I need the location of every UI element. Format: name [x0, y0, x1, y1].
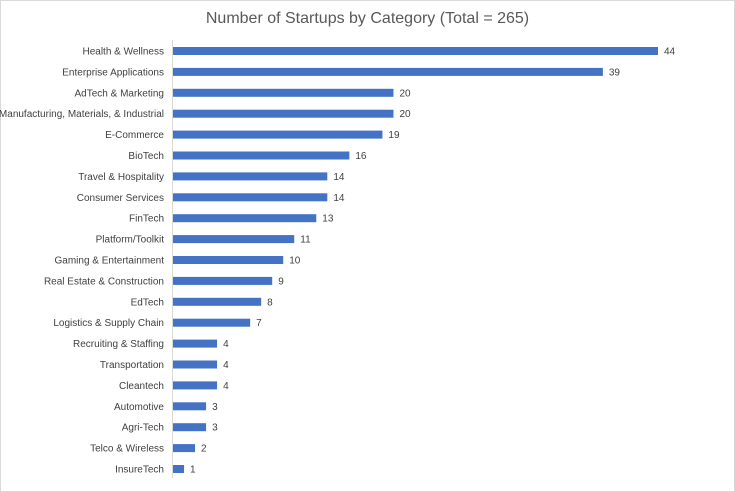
category-label: Telco & Wireless: [90, 444, 164, 455]
data-label: 14: [333, 172, 345, 183]
category-label: Transportation: [100, 360, 164, 371]
data-label: 16: [355, 151, 367, 162]
category-label: Recruiting & Staffing: [73, 339, 164, 350]
category-label: Agri-Tech: [122, 423, 164, 434]
data-label: 20: [399, 109, 411, 120]
category-label: E-Commerce: [105, 130, 164, 141]
bar: [173, 360, 218, 369]
bar: [173, 297, 262, 306]
category-label: Enterprise Applications: [62, 67, 164, 78]
data-label: 19: [388, 130, 400, 141]
data-label: 4: [223, 360, 229, 371]
data-label: 13: [322, 214, 334, 225]
category-label: AdTech & Marketing: [75, 88, 165, 99]
data-label: 11: [300, 235, 311, 246]
data-label: 4: [223, 381, 229, 392]
category-label: BioTech: [128, 151, 164, 162]
bar: [173, 423, 207, 432]
data-label: 14: [333, 193, 345, 204]
category-label: Cleantech: [119, 381, 164, 392]
bar: [173, 151, 350, 160]
category-label: Travel & Hospitality: [78, 172, 164, 183]
data-label: 3: [212, 402, 218, 413]
bar: [173, 172, 328, 181]
data-label: 10: [289, 256, 301, 267]
bar: [173, 193, 328, 202]
data-label: 8: [267, 297, 273, 308]
category-label: FinTech: [129, 214, 164, 225]
bar: [173, 402, 207, 411]
data-label: 20: [399, 88, 411, 99]
category-label: EdTech: [131, 297, 164, 308]
data-label: 39: [609, 67, 621, 78]
category-label: Platform/Toolkit: [96, 235, 165, 246]
category-label: Real Estate & Construction: [44, 276, 164, 287]
data-label: 3: [212, 423, 218, 434]
data-label: 4: [223, 339, 229, 350]
category-label: InsureTech: [115, 465, 164, 476]
data-label: 9: [278, 276, 284, 287]
bar: [173, 339, 218, 348]
bar: [173, 130, 383, 139]
bar: [173, 465, 185, 473]
category-label: Logistics & Supply Chain: [53, 318, 164, 329]
category-label: Consumer Services: [77, 193, 164, 204]
bar: [173, 444, 196, 453]
bar: [173, 235, 295, 244]
bar: [173, 109, 394, 118]
bar: [173, 381, 218, 390]
data-label: 1: [190, 465, 196, 476]
bar: [173, 88, 394, 97]
bar: [173, 67, 603, 76]
bar: [173, 47, 658, 55]
data-label: 44: [664, 47, 676, 58]
category-label: Health & Wellness: [82, 47, 164, 58]
data-label: 2: [201, 444, 207, 455]
bar: [173, 256, 284, 264]
category-label: Manufacturing, Materials, & Industrial: [0, 109, 164, 120]
category-label: Automotive: [114, 402, 164, 413]
bar: [173, 318, 251, 327]
category-label: Gaming & Entertainment: [55, 256, 165, 267]
data-label: 7: [256, 318, 262, 329]
bar: [173, 214, 317, 223]
bar: [173, 276, 273, 285]
chart-title: Number of Startups by Category (Total = …: [205, 10, 530, 27]
